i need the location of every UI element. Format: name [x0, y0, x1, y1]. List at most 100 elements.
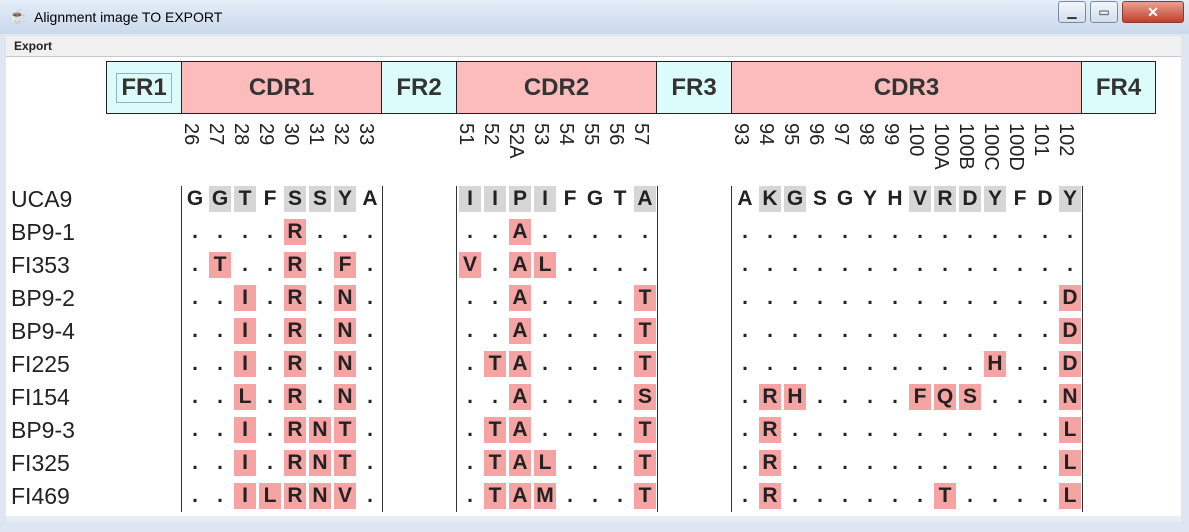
identity-dot: . — [817, 451, 823, 474]
position-label: 33 — [355, 123, 377, 146]
identity-dot: . — [217, 220, 223, 243]
identity-dot: . — [867, 286, 873, 309]
identity-dot: . — [842, 418, 848, 441]
position-number: 32 — [330, 123, 356, 183]
position-number: 96 — [805, 123, 831, 183]
identity-dot: . — [567, 385, 573, 408]
reference-residue: K — [759, 186, 781, 212]
identity-dot: . — [317, 319, 323, 342]
identity-dot: . — [967, 286, 973, 309]
identity-dot: . — [617, 253, 623, 276]
identity-dot: . — [917, 253, 923, 276]
position-label: 102 — [1055, 123, 1077, 157]
position-label: 30 — [280, 123, 302, 146]
identity-dot: . — [892, 319, 898, 342]
identity-dot: . — [642, 253, 648, 276]
reference-residue: D — [1037, 187, 1053, 210]
mutation-residue: A — [509, 384, 531, 410]
mutation-residue: S — [959, 384, 981, 410]
identity-dot: . — [617, 418, 623, 441]
minimize-button[interactable]: ▁ — [1058, 1, 1086, 23]
identity-dot: . — [217, 418, 223, 441]
mutation-residue: R — [284, 483, 306, 509]
position-number: 53 — [530, 123, 556, 183]
reference-residue: G — [209, 186, 231, 212]
identity-dot: . — [942, 220, 948, 243]
menu-export[interactable]: Export — [14, 39, 53, 53]
identity-dot: . — [842, 352, 848, 375]
identity-dot: . — [542, 220, 548, 243]
position-number: 100C — [980, 123, 1006, 183]
reference-residue: S — [812, 187, 827, 210]
identity-dot: . — [567, 352, 573, 375]
identity-dot: . — [792, 352, 798, 375]
identity-dot: . — [842, 451, 848, 474]
identity-dot: . — [342, 220, 348, 243]
mutation-residue: R — [284, 450, 306, 476]
identity-dot: . — [992, 484, 998, 507]
close-icon: ✕ — [1147, 3, 1159, 20]
position-number: 99 — [880, 123, 906, 183]
block-separator — [382, 186, 383, 512]
mutation-residue: T — [484, 483, 506, 509]
identity-dot: . — [1067, 253, 1073, 276]
position-number: 102 — [1055, 123, 1081, 183]
identity-dot: . — [792, 319, 798, 342]
identity-dot: . — [617, 385, 623, 408]
reference-residue: F — [1013, 187, 1027, 210]
identity-dot: . — [917, 484, 923, 507]
position-number: 100B — [955, 123, 981, 183]
reference-residue: A — [737, 187, 753, 210]
region-label: FR2 — [396, 73, 442, 101]
identity-dot: . — [792, 286, 798, 309]
identity-dot: . — [942, 352, 948, 375]
region-label: FR4 — [1095, 73, 1142, 101]
identity-dot: . — [1017, 451, 1023, 474]
mutation-residue: A — [509, 483, 531, 509]
position-label: 57 — [630, 123, 652, 146]
mutation-residue: T — [634, 285, 656, 311]
region-label: FR1 — [116, 72, 172, 103]
reference-residue: S — [284, 186, 306, 212]
reference-residue: G — [784, 186, 806, 212]
position-number: 30 — [280, 123, 306, 183]
position-label: 55 — [580, 123, 602, 146]
reference-residue: T — [613, 187, 627, 210]
reference-residue: V — [909, 186, 931, 212]
region-label: CDR2 — [523, 73, 590, 101]
window-title: Alignment image TO EXPORT — [34, 9, 223, 25]
mutation-residue: F — [334, 252, 356, 278]
identity-dot: . — [967, 418, 973, 441]
reference-residue: I — [534, 186, 556, 212]
identity-dot: . — [592, 319, 598, 342]
reference-residue: S — [309, 186, 331, 212]
identity-dot: . — [542, 385, 548, 408]
identity-dot: . — [317, 352, 323, 375]
identity-dot: . — [867, 352, 873, 375]
identity-dot: . — [767, 286, 773, 309]
close-button[interactable]: ✕ — [1122, 1, 1184, 23]
mutation-residue: T — [634, 450, 656, 476]
region-label: CDR3 — [873, 73, 940, 101]
alignment-canvas: FR1 CDR1 FR2 CDR2 FR3 CDR3 FR4 26 27 28 29 3… — [6, 57, 1181, 516]
identity-dot: . — [192, 385, 198, 408]
position-label: 52 — [480, 123, 502, 146]
reference-residue: F — [563, 187, 577, 210]
identity-dot: . — [367, 286, 373, 309]
identity-dot: . — [742, 352, 748, 375]
mutation-residue: T — [334, 450, 356, 476]
mutation-residue: T — [334, 417, 356, 443]
mutation-residue: H — [984, 351, 1006, 377]
identity-dot: . — [492, 319, 498, 342]
position-label: 99 — [880, 123, 902, 146]
position-number: 100D — [1005, 123, 1031, 183]
mutation-residue: T — [634, 417, 656, 443]
position-label: 98 — [855, 123, 877, 146]
mutation-residue: R — [759, 483, 781, 509]
mutation-residue: T — [484, 450, 506, 476]
maximize-button[interactable]: ▭ — [1090, 1, 1118, 23]
mutation-residue: R — [284, 351, 306, 377]
identity-dot: . — [267, 286, 273, 309]
identity-dot: . — [1017, 484, 1023, 507]
identity-dot: . — [742, 319, 748, 342]
